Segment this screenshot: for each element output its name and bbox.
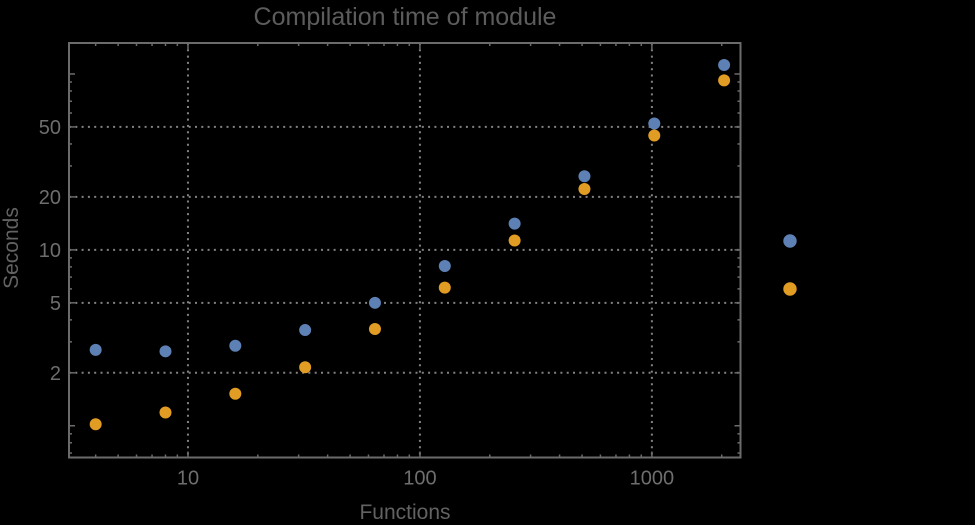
data-point-series-2 <box>159 406 172 419</box>
data-point-series-2 <box>299 361 312 374</box>
y-tick-label: 5 <box>50 293 61 315</box>
y-tick-label: 2 <box>50 363 61 385</box>
data-point-series-1 <box>438 259 451 272</box>
legend-marker-series-1 <box>783 234 797 248</box>
data-point-series-2 <box>368 322 381 335</box>
chart-title: Compilation time of module <box>253 3 557 31</box>
y-tick-label: 20 <box>39 187 61 209</box>
x-tick-label: 1000 <box>630 468 675 490</box>
data-point-series-2 <box>438 281 451 294</box>
data-point-series-2 <box>508 234 521 247</box>
data-point-series-1 <box>299 324 312 337</box>
x-axis-label: Functions <box>359 501 451 524</box>
x-tick-label: 100 <box>403 468 436 490</box>
data-point-series-2 <box>648 129 661 142</box>
y-tick-label: 10 <box>39 240 61 262</box>
y-axis-label: Seconds <box>0 207 23 289</box>
data-point-series-1 <box>159 345 172 358</box>
data-point-series-2 <box>718 74 731 87</box>
data-point-series-1 <box>578 170 591 183</box>
data-point-series-1 <box>89 343 102 356</box>
data-point-series-1 <box>368 296 381 309</box>
data-point-series-1 <box>229 339 242 352</box>
data-point-series-2 <box>229 387 242 400</box>
data-point-series-1 <box>648 117 661 130</box>
data-point-series-2 <box>578 182 591 195</box>
x-tick-label: 10 <box>177 468 199 490</box>
legend-marker-series-2 <box>783 282 797 296</box>
y-tick-label: 50 <box>39 117 61 139</box>
data-point-series-1 <box>718 58 731 71</box>
data-point-series-2 <box>89 418 102 431</box>
data-point-series-1 <box>508 217 521 230</box>
